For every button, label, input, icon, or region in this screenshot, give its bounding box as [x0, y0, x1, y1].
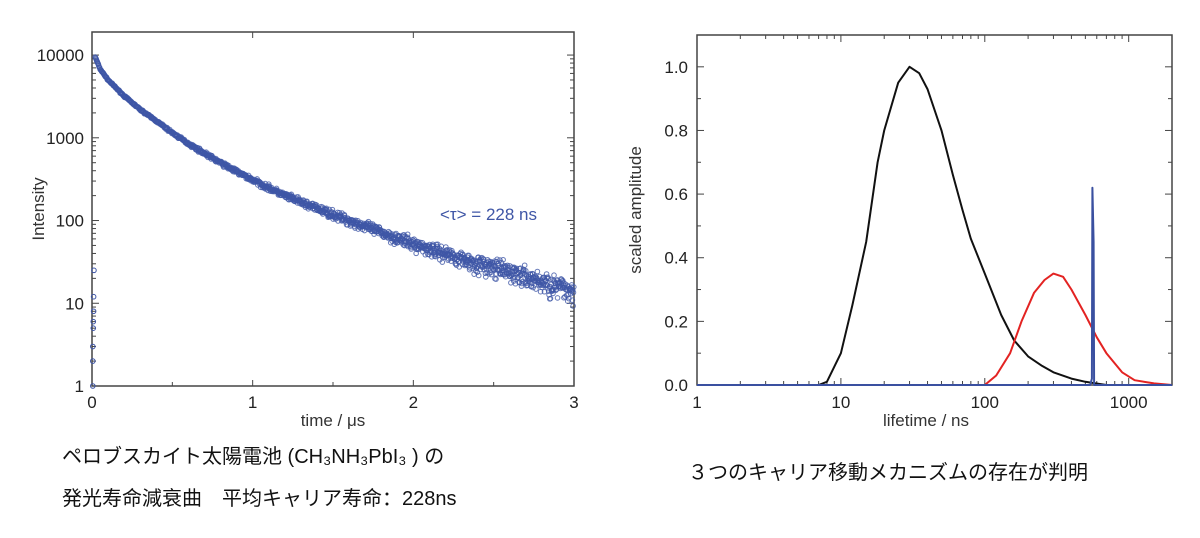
decay-data-point — [521, 262, 528, 269]
decay-rise-point — [90, 308, 97, 315]
right-x-tick-label: 100 — [971, 393, 999, 412]
series-red-line — [984, 272, 1173, 386]
decay-data-point — [550, 290, 556, 297]
right-x-axis-label: lifetime / ns — [883, 411, 969, 430]
lifetime-distribution-chart: 1 10 100 1000 0.0 0.2 0.4 0.6 0.8 1.0 lifetime / … — [626, 34, 1173, 430]
series-black-line — [697, 65, 1107, 386]
decay-data-point — [569, 297, 576, 303]
decay-data-point — [341, 211, 348, 218]
decay-rise-point — [90, 383, 96, 389]
decay-data-point — [551, 272, 557, 278]
decay-data-point — [547, 295, 554, 302]
decay-data-point — [554, 295, 561, 301]
decay-data-point — [552, 287, 559, 294]
left-x-tick-label: 2 — [409, 393, 418, 412]
right-y-tick-label: 0.0 — [664, 376, 688, 395]
decay-data-point — [522, 267, 529, 274]
decay-data-point — [570, 303, 576, 309]
decay-data-point — [443, 244, 449, 250]
left-y-tick-label: 10 — [65, 294, 84, 313]
left-y-tick-label: 1 — [75, 377, 84, 396]
decay-data-point — [545, 275, 552, 282]
right-y-tick-label: 0.6 — [664, 185, 688, 204]
right-y-tick-label: 0.4 — [664, 249, 688, 268]
left-x-tick-label: 1 — [248, 393, 257, 412]
lifetime-annotation: <τ> = 228 ns — [440, 205, 537, 224]
decay-rise-point — [90, 358, 96, 364]
decay-data-point — [533, 286, 539, 292]
right-y-tick-label: 0.8 — [664, 121, 688, 140]
decay-data-point — [432, 253, 439, 260]
decay-data-point — [474, 269, 481, 276]
series-blue-line — [697, 186, 1172, 386]
decay-rise-point — [90, 318, 97, 325]
left-caption-line2: 発光寿命減衰曲 平均キャリア寿命：228ns — [62, 488, 457, 510]
decay-data-point — [571, 284, 577, 290]
left-y-tick-label: 100 — [56, 212, 84, 231]
right-caption: ３つのキャリア移動メカニズムの存在が判明 — [688, 462, 1088, 484]
right-x-tick-label: 10 — [831, 393, 850, 412]
decay-data-point — [565, 291, 571, 298]
decay-scatter-points — [90, 54, 577, 389]
decay-rise-point — [90, 325, 97, 331]
decay-data-point — [534, 268, 541, 275]
decay-data-point — [569, 286, 576, 293]
decay-rise-point — [90, 343, 96, 350]
decay-data-point — [475, 272, 482, 279]
decay-data-point — [570, 289, 577, 296]
decay-data-point — [480, 256, 487, 262]
decay-data-point — [530, 284, 536, 291]
right-y-tick-label: 1.0 — [664, 58, 688, 77]
left-y-tick-label: 10000 — [37, 46, 84, 65]
decay-rise-point — [91, 267, 97, 274]
right-y-axis-label: scaled amplitude — [626, 146, 645, 274]
left-y-tick-label: 1000 — [46, 129, 84, 148]
left-x-tick-label: 3 — [569, 393, 578, 412]
decay-data-point — [500, 256, 506, 263]
right-plot-frame — [696, 34, 1173, 386]
right-x-tick-label: 1 — [692, 393, 701, 412]
right-y-tick-label: 0.2 — [664, 312, 688, 331]
right-x-tick-label: 1000 — [1110, 393, 1148, 412]
decay-data-point — [493, 276, 499, 282]
left-x-axis-label: time / μs — [301, 411, 366, 430]
decay-rise-point — [90, 293, 97, 300]
left-y-axis-label: Intensity — [29, 177, 48, 241]
left-caption-line1: ペロブスカイト太陽電池 (CH₃NH₃PbI₃ ) の — [62, 446, 445, 468]
left-x-tick-label: 0 — [87, 393, 96, 412]
